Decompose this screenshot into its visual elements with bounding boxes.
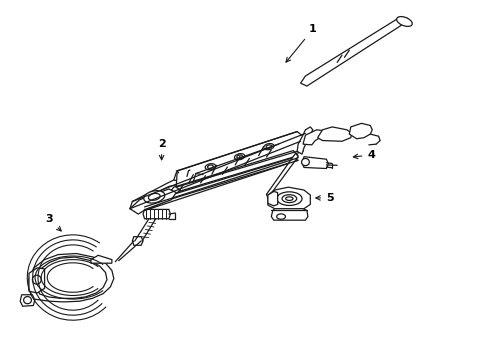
Polygon shape [144,158,298,211]
Polygon shape [29,268,44,293]
Ellipse shape [396,17,411,26]
Polygon shape [303,130,323,145]
Polygon shape [91,255,112,263]
Ellipse shape [285,197,292,201]
Ellipse shape [148,193,160,200]
Ellipse shape [276,214,285,219]
Polygon shape [176,132,304,191]
Text: 5: 5 [315,193,333,203]
Polygon shape [20,295,35,306]
Ellipse shape [207,165,213,168]
Polygon shape [130,144,300,209]
Text: 4: 4 [353,150,374,160]
Polygon shape [173,135,300,182]
Ellipse shape [265,145,271,148]
Polygon shape [29,253,114,302]
Text: 1: 1 [285,24,316,62]
Polygon shape [267,192,277,206]
Polygon shape [143,210,170,219]
Polygon shape [317,127,351,141]
Polygon shape [132,237,143,245]
Polygon shape [267,187,310,211]
Text: 3: 3 [45,215,61,231]
Ellipse shape [23,297,31,304]
Ellipse shape [282,195,296,203]
Polygon shape [348,123,371,139]
Polygon shape [36,257,107,298]
Polygon shape [166,150,298,201]
Ellipse shape [32,275,41,284]
Ellipse shape [276,192,302,206]
Polygon shape [271,209,307,220]
Ellipse shape [143,191,164,203]
Ellipse shape [236,155,242,158]
Polygon shape [130,189,176,214]
Ellipse shape [263,144,273,150]
Polygon shape [300,17,407,86]
Text: 2: 2 [158,139,165,160]
Polygon shape [297,127,312,154]
Ellipse shape [301,158,309,166]
Polygon shape [266,153,298,198]
Ellipse shape [234,154,244,160]
Polygon shape [302,157,328,168]
Ellipse shape [205,164,215,170]
